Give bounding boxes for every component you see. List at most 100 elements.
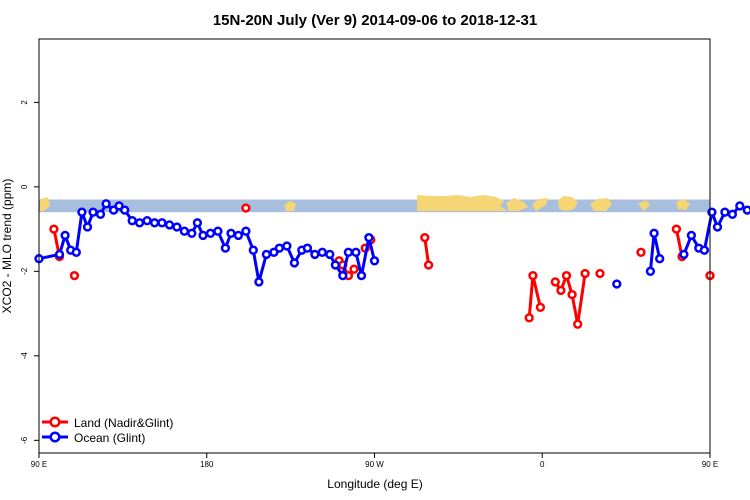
ocean-point <box>149 218 160 228</box>
ocean-point <box>248 245 258 255</box>
x-tick-label: 180 <box>200 460 214 469</box>
ocean-point <box>157 218 167 228</box>
ocean-point <box>88 207 98 217</box>
ocean-point <box>60 230 70 241</box>
land-patch <box>676 199 690 210</box>
ocean-point <box>302 243 313 253</box>
land-point <box>49 224 59 234</box>
ocean-point <box>735 201 745 211</box>
ocean-point <box>205 228 216 238</box>
land-point <box>241 203 251 213</box>
x-tick-label: 0 <box>540 460 545 469</box>
ocean-point <box>720 207 730 217</box>
land-point <box>535 302 546 312</box>
ocean-point <box>330 260 341 270</box>
ocean-point <box>172 222 182 232</box>
series-layer <box>34 199 750 329</box>
ocean-point <box>54 249 65 260</box>
ocean-point <box>325 249 335 260</box>
land-patch <box>40 197 50 211</box>
land-point <box>420 232 430 243</box>
land-point <box>556 285 566 296</box>
ocean-point <box>220 243 231 253</box>
legend: Land (Nadir&Glint) Ocean (Glint) <box>42 416 173 445</box>
plot-frame <box>38 38 711 454</box>
ocean-point <box>192 218 203 228</box>
ocean-point <box>71 247 81 257</box>
land-ocean-band <box>39 195 710 213</box>
ocean-point <box>338 270 348 281</box>
ocean-point <box>101 199 111 209</box>
ocean-point <box>645 266 656 276</box>
chart-title: 15N-20N July (Ver 9) 2014-09-06 to 2018-… <box>213 12 537 29</box>
ocean-series-line <box>38 202 376 284</box>
x-tick-label: 90 E <box>702 460 718 469</box>
ocean-point <box>369 256 380 266</box>
y-tick-label: -6 <box>20 436 29 444</box>
ocean-point <box>261 249 272 260</box>
ocean-point <box>686 230 697 241</box>
ocean-point <box>364 232 374 243</box>
x-tick-label: 90 E <box>31 460 47 469</box>
ocean-point <box>679 249 689 260</box>
ocean-point <box>274 243 285 253</box>
ocean-point <box>134 218 145 228</box>
land-patch <box>506 198 528 211</box>
ocean-point <box>233 230 244 241</box>
ocean-point <box>612 279 622 289</box>
ocean-point <box>310 249 320 260</box>
ocean-point <box>77 207 87 217</box>
ocean-point <box>356 270 367 281</box>
land-point <box>671 224 682 234</box>
ocean-point <box>282 241 292 251</box>
ocean-point <box>82 222 93 232</box>
land-point <box>349 264 359 274</box>
land-patch <box>284 201 296 211</box>
land-patch <box>590 198 612 211</box>
ocean-point <box>198 230 208 241</box>
axes: 90 E 180 90 W 0 90 E 2 0 -2 -4 -6 <box>20 100 718 469</box>
land-point <box>595 268 605 279</box>
land-patch <box>417 195 508 211</box>
land-point <box>636 247 646 257</box>
ocean-series-line <box>648 231 662 272</box>
land-point <box>567 289 577 300</box>
y-axis-label: XCO2 - MLO trend (ppm) <box>0 179 14 314</box>
ocean-point <box>655 254 665 264</box>
land-patch <box>638 200 650 211</box>
x-axis-label: Longitude (deg E) <box>327 477 422 491</box>
ocean-point <box>254 277 264 287</box>
land-point <box>580 268 590 279</box>
legend-land-label: Land (Nadir&Glint) <box>74 416 173 430</box>
ocean-point <box>179 226 190 236</box>
ocean-point <box>699 245 710 255</box>
land-point <box>550 277 560 287</box>
y-tick-label: -2 <box>20 267 29 275</box>
ocean-point <box>727 209 738 219</box>
land-point <box>423 260 434 270</box>
legend-ocean-marker <box>49 431 61 443</box>
ocean-point <box>649 228 659 238</box>
ocean-point <box>343 247 354 257</box>
legend-ocean-label: Ocean (Glint) <box>74 431 145 445</box>
ocean-point <box>712 222 723 232</box>
ocean-point <box>226 228 236 238</box>
land-patch <box>558 196 578 211</box>
legend-land-marker <box>49 416 61 428</box>
ocean-point <box>127 216 137 226</box>
land-point <box>561 270 572 281</box>
ocean-point <box>742 205 750 215</box>
ocean-point <box>187 228 197 238</box>
y-tick-label: -4 <box>20 352 29 360</box>
ocean-point <box>142 216 152 226</box>
ocean-point <box>317 247 327 257</box>
y-tick-label: 2 <box>20 100 29 105</box>
ocean-point <box>120 205 130 215</box>
x-tick-label: 90 W <box>365 460 384 469</box>
ocean-point <box>351 247 361 257</box>
ocean-point <box>213 226 223 236</box>
land-point <box>528 270 538 281</box>
land-point <box>69 270 80 281</box>
ocean-point <box>241 226 251 236</box>
